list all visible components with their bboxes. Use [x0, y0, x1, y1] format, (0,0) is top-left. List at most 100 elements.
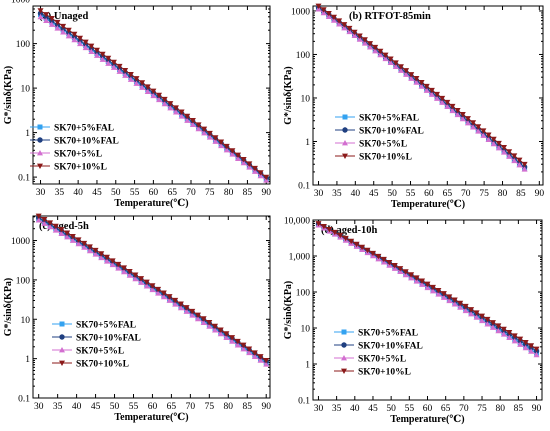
data-point: [429, 287, 436, 294]
legend-label: SK70+5%L: [358, 355, 406, 365]
data-point: [386, 259, 393, 266]
y-tick-label: 100: [296, 51, 311, 61]
data-point: [143, 283, 150, 289]
legend-marker: [37, 150, 43, 156]
panel-title: (b) RTFOT-85min: [349, 11, 431, 22]
data-point: [139, 84, 146, 90]
y-axis-label: G*/sinδ(KPa): [3, 278, 14, 337]
y-tick-label: 0.1: [18, 395, 30, 405]
data-point: [402, 269, 409, 275]
x-tick-label: 30: [314, 189, 324, 199]
data-point: [212, 323, 219, 330]
data-point: [166, 297, 173, 303]
data-point: [92, 251, 99, 257]
data-point: [444, 99, 451, 106]
data-point: [86, 244, 93, 250]
data-point: [397, 266, 404, 272]
legend-marker: [37, 163, 43, 169]
legend-marker: [37, 124, 43, 130]
x-tick-label: 65: [167, 402, 177, 412]
x-tick-label: 50: [110, 402, 120, 412]
data-point: [506, 330, 513, 336]
series-3: [315, 222, 540, 358]
data-point: [522, 339, 529, 346]
series-4: [315, 221, 540, 353]
data-point: [473, 314, 480, 320]
legend-label: SK70+10%FAL: [54, 137, 119, 147]
data-point: [240, 159, 247, 166]
data-point: [133, 80, 140, 86]
legend-label: SK70+10%L: [54, 163, 107, 173]
data-point: [183, 305, 190, 311]
data-point: [54, 19, 61, 26]
data-point: [35, 213, 42, 219]
data-point: [418, 79, 425, 86]
data-point: [116, 68, 123, 74]
data-point: [103, 254, 110, 261]
data-point: [127, 72, 134, 78]
data-point: [408, 272, 415, 278]
data-point: [235, 152, 242, 159]
data-point: [462, 303, 469, 310]
data-point: [346, 25, 353, 32]
panel-title: (d) aged-10h: [321, 225, 377, 236]
data-point: [392, 63, 399, 69]
data-point: [454, 107, 461, 114]
x-tick-label: 65: [443, 189, 453, 199]
legend-label: SK70+10%L: [359, 153, 412, 163]
series-4: [35, 213, 270, 364]
data-point: [229, 338, 236, 344]
data-point: [495, 140, 502, 147]
x-tick-label: 45: [92, 188, 102, 198]
data-point: [459, 115, 466, 122]
legend-label: SK70+10%FAL: [358, 342, 423, 352]
data-point: [138, 279, 145, 285]
x-axis-label: Temperature(℃): [114, 198, 188, 209]
data-point: [41, 220, 48, 226]
data-point: [397, 67, 404, 73]
data-point: [419, 278, 426, 284]
data-point: [172, 301, 179, 307]
data-point: [369, 250, 376, 257]
data-point: [99, 56, 106, 62]
legend-marker: [341, 355, 347, 361]
data-point: [263, 361, 270, 367]
data-point: [121, 265, 128, 271]
data-point: [172, 297, 179, 304]
data-point: [387, 59, 394, 66]
data-point: [223, 143, 230, 150]
data-point: [37, 8, 44, 14]
data-point: [71, 31, 78, 38]
data-point: [167, 104, 174, 111]
data-point: [495, 145, 502, 151]
data-point: [457, 304, 464, 310]
legend: SK70+5%FAL SK70+10%FAL SK70+5%L SK70+10%L: [52, 321, 141, 370]
data-point: [475, 124, 482, 130]
data-point: [246, 161, 253, 167]
data-point: [212, 327, 219, 333]
data-point: [490, 136, 497, 143]
data-point: [235, 155, 242, 161]
legend: SK70+5%FAL SK70+10%FAL SK70+5%L SK70+10%L: [334, 329, 423, 378]
data-point: [511, 153, 518, 159]
data-point: [217, 330, 224, 337]
data-point: [470, 124, 477, 130]
data-point: [359, 244, 366, 251]
data-point: [377, 51, 384, 58]
data-point: [178, 113, 185, 119]
legend-marker: [59, 360, 65, 366]
data-point: [69, 233, 76, 240]
x-tick-label: 85: [242, 402, 252, 412]
data-point: [403, 68, 410, 74]
data-point: [195, 125, 202, 132]
data-point: [451, 301, 458, 307]
data-point: [372, 44, 379, 51]
data-point: [449, 107, 456, 114]
y-tick-label: 100: [16, 40, 31, 50]
x-tick-label: 70: [459, 404, 469, 414]
data-point: [356, 33, 363, 39]
data-point: [336, 18, 343, 24]
x-tick-label: 45: [91, 402, 101, 412]
data-point: [246, 346, 253, 352]
data-point: [246, 164, 253, 170]
